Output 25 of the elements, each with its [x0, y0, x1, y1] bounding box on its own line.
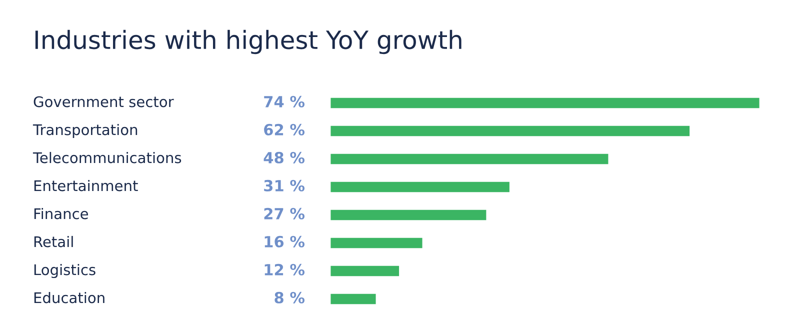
data-label: 12 %	[264, 264, 305, 276]
bar	[330, 292, 378, 306]
bar	[330, 96, 760, 110]
y-tick-label: Government sector	[34, 96, 174, 108]
y-tick-label: Logistics	[34, 264, 96, 278]
y-tick-label: Education	[34, 292, 104, 304]
y-tick-label: Entertainment	[34, 180, 138, 192]
data-label: 62 %	[264, 124, 305, 136]
y-tick-label: Retail	[34, 236, 73, 248]
bar	[330, 264, 400, 278]
bar	[330, 236, 424, 250]
data-label: 8 %	[274, 292, 305, 304]
bar	[330, 208, 488, 222]
data-label: 27 %	[264, 208, 305, 220]
y-tick-label: Finance	[34, 208, 88, 220]
chart-title: Industries with highest YoY growth	[35, 30, 462, 54]
data-label: 31 %	[264, 180, 305, 192]
y-tick-label: Transportation	[32, 124, 138, 138]
y-tick-label: Telecommunications	[32, 152, 182, 164]
bar	[330, 180, 511, 194]
bar	[330, 124, 691, 138]
bar	[330, 152, 610, 166]
data-label: 16 %	[264, 236, 305, 248]
data-label: 74 %	[264, 96, 305, 108]
data-label: 48 %	[264, 152, 305, 164]
